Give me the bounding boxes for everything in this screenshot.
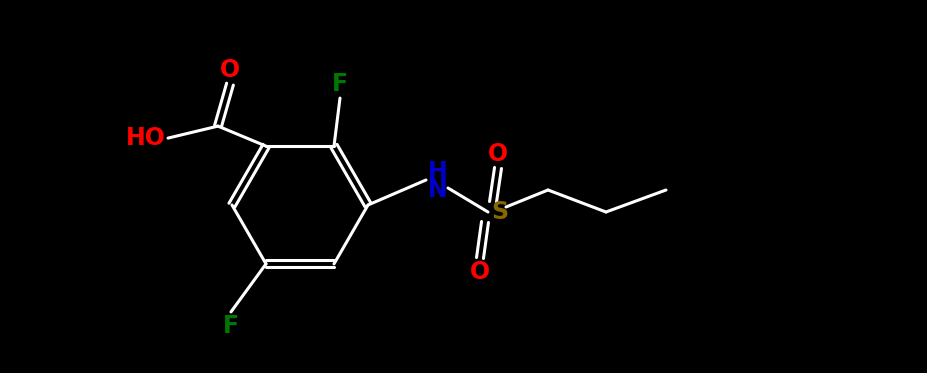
Text: F: F <box>222 314 239 338</box>
Text: F: F <box>332 72 348 96</box>
Text: H: H <box>427 160 448 184</box>
Text: O: O <box>469 260 489 284</box>
Text: O: O <box>220 58 240 82</box>
Text: S: S <box>491 200 508 224</box>
Text: N: N <box>427 178 448 202</box>
Text: HO: HO <box>126 126 166 150</box>
Text: O: O <box>488 142 507 166</box>
